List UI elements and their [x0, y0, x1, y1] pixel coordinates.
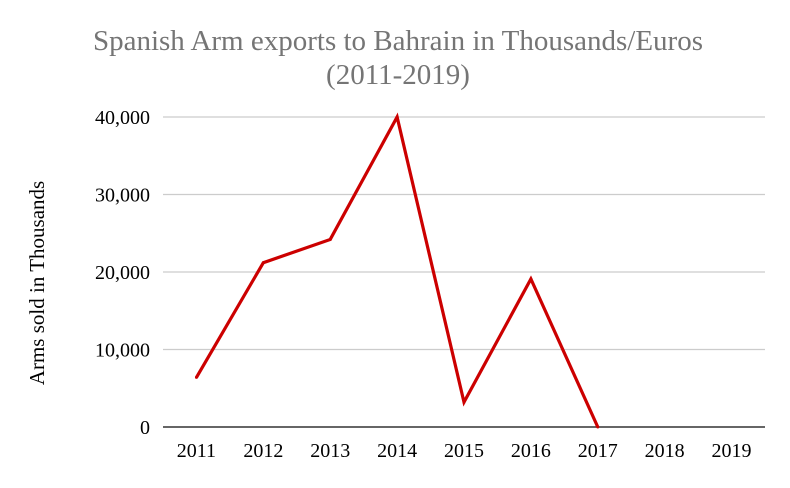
data-point-2015: [462, 400, 466, 404]
x-tick-label: 2011: [177, 440, 216, 462]
data-point-2013: [328, 237, 332, 241]
chart-title-line2: (2011-2019): [326, 59, 470, 91]
y-axis-tick-labels: 0 10,000 20,000 30,000 40,000: [95, 107, 150, 439]
data-point-2017: [596, 425, 600, 429]
y-tick-label: 0: [140, 417, 150, 439]
gridlines: [163, 116, 765, 428]
data-point-2016: [529, 277, 533, 281]
series-layer: [194, 112, 600, 429]
y-tick-label: 30,000: [95, 185, 150, 207]
x-tick-label: 2018: [645, 440, 685, 462]
x-tick-label: 2017: [578, 440, 618, 462]
data-point-2011: [194, 375, 198, 379]
chart-title-line1: Spanish Arm exports to Bahrain in Thousa…: [93, 25, 703, 57]
x-tick-label: 2016: [511, 440, 551, 462]
x-tick-label: 2012: [243, 440, 283, 462]
x-tick-label: 2014: [377, 440, 417, 462]
y-tick-label: 40,000: [95, 107, 150, 129]
x-axis-tick-labels: 2011 2012 2013 2014 2015 2016 2017 2018 2019: [177, 440, 752, 462]
y-axis-label: Arms sold in Thousands: [25, 181, 49, 385]
x-tick-label: 2015: [444, 440, 484, 462]
data-point-2014: [395, 115, 399, 119]
y-tick-label: 10,000: [95, 340, 150, 362]
y-tick-label: 20,000: [95, 262, 150, 284]
x-tick-label: 2013: [310, 440, 350, 462]
x-tick-label: 2019: [712, 440, 752, 462]
data-point-2012: [261, 261, 265, 265]
